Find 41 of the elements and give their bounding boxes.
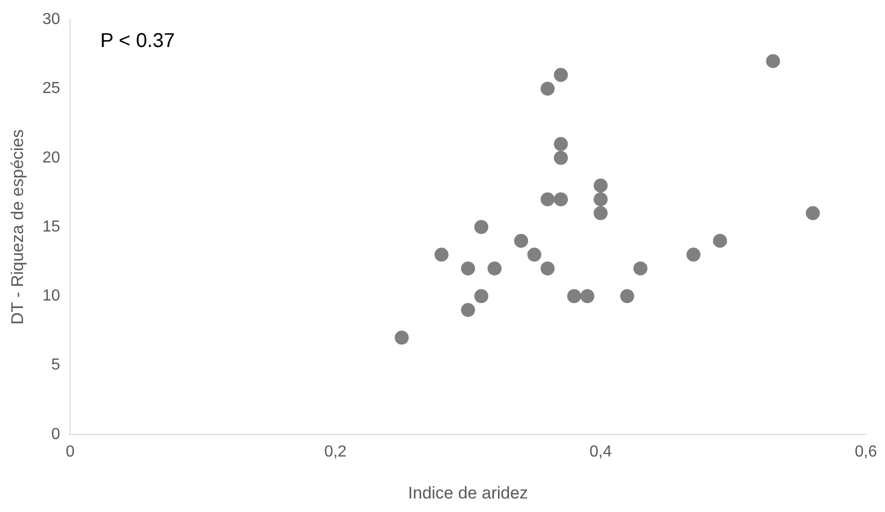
y-tick-label: 5 <box>51 356 60 374</box>
point <box>540 261 555 276</box>
point <box>434 248 449 262</box>
x-tick-label: 0,2 <box>324 443 347 460</box>
point <box>461 261 476 276</box>
annotation: P < 0.37 <box>100 30 175 52</box>
point <box>713 234 728 248</box>
point <box>461 302 476 317</box>
x-tick-label: 0,4 <box>590 443 612 460</box>
y-tick-label: 15 <box>42 218 60 236</box>
x-tick-label: 0,6 <box>854 443 878 460</box>
y-tick-label: 25 <box>42 80 60 98</box>
y-tick-label: 30 <box>42 11 60 28</box>
point <box>594 192 608 206</box>
point <box>554 137 568 152</box>
point <box>766 54 780 68</box>
point <box>580 289 594 304</box>
point <box>554 192 568 206</box>
point <box>554 68 568 82</box>
point <box>620 289 634 304</box>
point <box>394 330 409 345</box>
point <box>594 206 608 220</box>
point <box>633 261 648 276</box>
point <box>554 150 568 165</box>
point <box>474 220 488 234</box>
point <box>474 289 488 304</box>
y-tick-label: 0 <box>51 426 60 443</box>
y-axis-title: DT - Riqueza de espécies <box>8 129 27 325</box>
y-tick-label: 20 <box>42 149 60 166</box>
point <box>567 289 582 304</box>
y-tick-label: 10 <box>42 288 60 305</box>
point <box>488 261 502 276</box>
point <box>806 206 820 220</box>
point <box>594 178 608 193</box>
x-axis-title: Indice de aridez <box>408 483 528 502</box>
point <box>686 248 700 262</box>
point <box>540 192 555 206</box>
point <box>527 248 542 262</box>
x-tick-label: 0 <box>66 443 75 460</box>
point <box>514 234 528 248</box>
point <box>540 82 555 96</box>
